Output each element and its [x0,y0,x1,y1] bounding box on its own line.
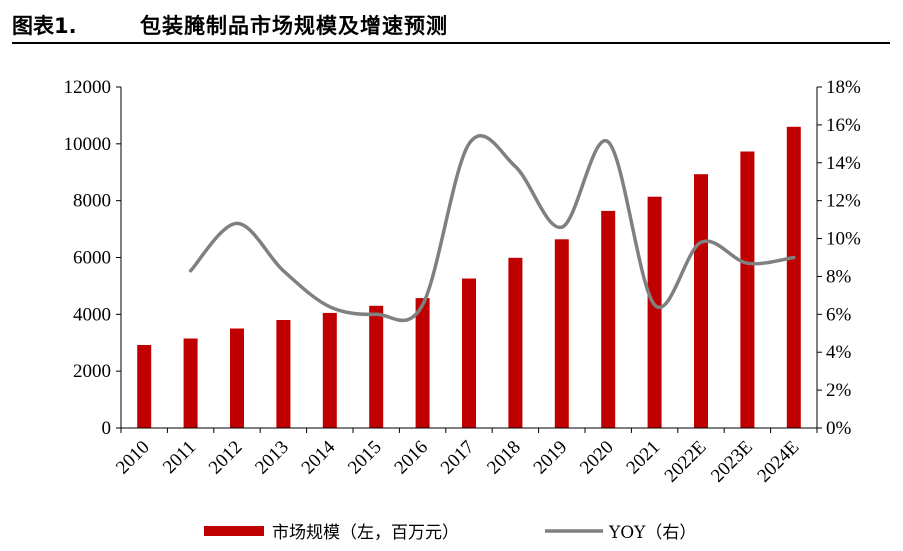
bar-2012 [230,328,244,428]
x-tick-label: 2010 [112,437,154,479]
right-tick-label: 2% [826,380,852,401]
left-tick-label: 2000 [73,361,111,382]
bar-2024E [786,126,801,429]
left-tick-label: 8000 [73,191,111,212]
left-tick-label: 6000 [73,248,111,269]
line-layer [188,134,796,323]
x-tick-label: 2013 [251,437,293,479]
x-tick-label: 2024E [753,437,803,487]
x-tick-label: 2015 [344,437,386,479]
legend-line-label: YOY（右） [608,523,696,543]
right-tick-label: 16% [826,115,861,136]
bar-2016 [415,298,430,428]
x-tick-label: 2022E [661,437,711,487]
x-tick-label: 2012 [205,437,247,479]
bars-layer [137,126,801,429]
left-tick-label: 12000 [64,77,112,98]
right-tick-label: 12% [826,191,861,212]
bar-2021 [647,196,662,428]
x-tick-label: 2019 [530,437,572,479]
right-tick-label: 8% [826,266,852,287]
bar-2011 [183,338,198,428]
x-tick-label: 2023E [707,437,757,487]
bar-2010 [137,345,152,428]
legend-bar-label: 市场规模（左，百万元） [272,523,459,543]
left-tick-label: 0 [102,418,112,439]
bar-2018 [508,257,523,428]
chart-title: 包装腌制品市场规模及增速预测 [140,14,448,38]
bar-2023E [740,151,755,428]
x-tick-label: 2011 [159,437,200,478]
x-tick-label: 2017 [437,437,479,479]
figure-label: 图表1. [12,14,77,38]
bar-2015 [369,305,384,428]
bar-2022E [694,174,708,428]
x-tick-label: 2020 [576,437,618,479]
right-tick-label: 6% [826,304,852,325]
title-bar: 图表1. 包装腌制品市场规模及增速预测 [12,6,890,44]
bar-2020 [601,210,616,428]
right-tick-label: 4% [826,342,852,363]
left-tick-label: 10000 [64,134,112,155]
right-tick-label: 18% [826,77,861,98]
legend-bar-swatch [204,526,264,536]
bar-2014 [322,312,337,428]
bar-2013 [276,320,291,428]
left-tick-label: 4000 [73,304,111,325]
bar-2017 [462,278,476,428]
x-tick-label: 2016 [390,437,432,479]
x-tick-label: 2021 [622,437,664,479]
right-tick-label: 14% [826,153,861,174]
x-tick-label: 2018 [483,437,525,479]
x-tick-label: 2014 [298,436,340,478]
right-tick-label: 10% [826,229,861,250]
right-tick-label: 0% [826,418,852,439]
legend: 市场规模（左，百万元） YOY（右） [204,523,696,543]
bar-2019 [554,239,569,428]
yoy-line [188,134,796,323]
